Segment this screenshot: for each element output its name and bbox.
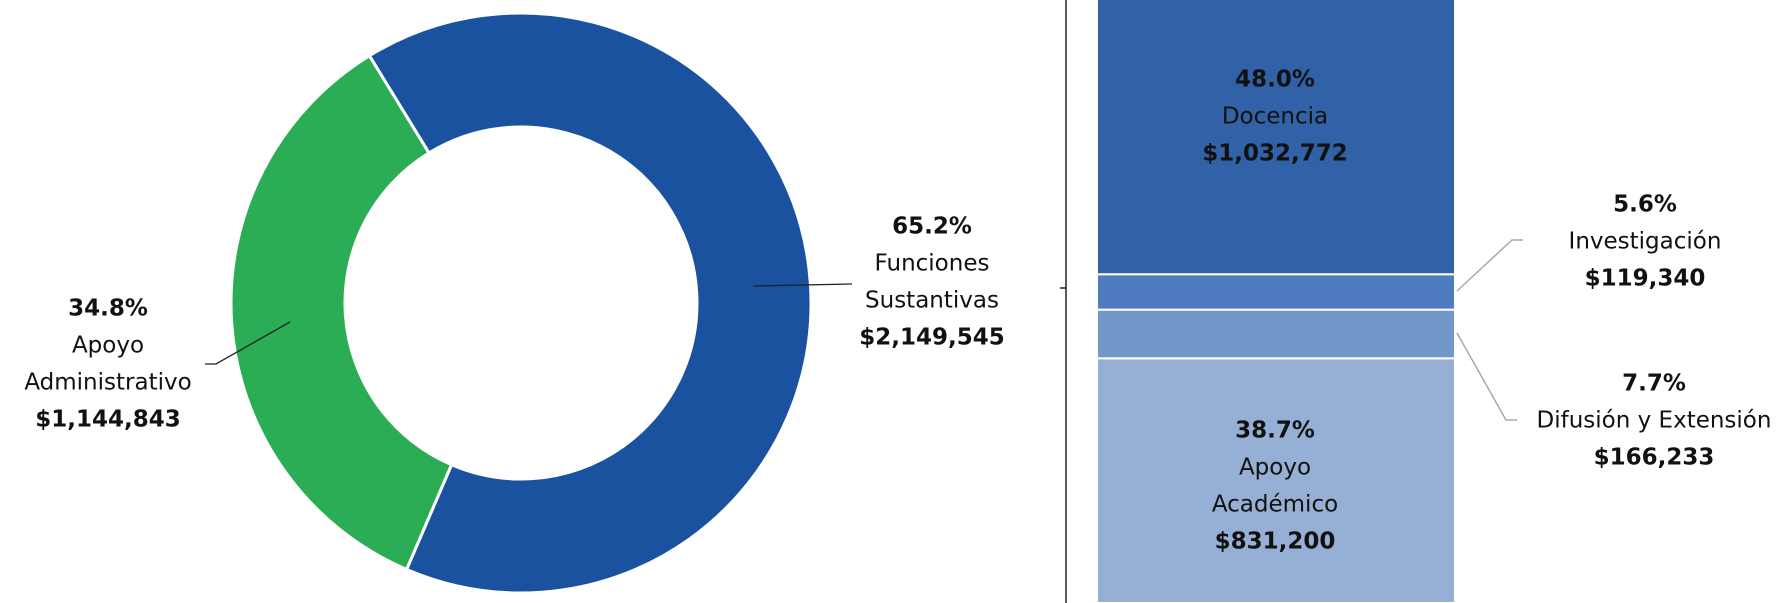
category-label: Sustantivas — [865, 288, 999, 314]
amount-label: $119,340 — [1585, 266, 1706, 292]
donut-slice — [229, 53, 454, 572]
value-label: 34.8% — [68, 296, 148, 322]
category-label: Apoyo — [1239, 455, 1311, 481]
donut-slice — [367, 11, 813, 595]
leader-line — [752, 283, 853, 287]
value-label: 48.0% — [1235, 67, 1315, 93]
leader-line — [1456, 239, 1523, 292]
category-label: Investigación — [1569, 229, 1722, 255]
amount-label: $2,149,545 — [859, 325, 1005, 351]
category-label: Académico — [1212, 492, 1338, 518]
category-label: Apoyo — [72, 333, 144, 359]
amount-label: $1,144,843 — [35, 407, 181, 433]
category-label: Administrativo — [24, 370, 191, 396]
bar-segment — [1096, 308, 1456, 360]
category-label: Difusión y Extensión — [1537, 408, 1772, 434]
leader-line — [1456, 332, 1517, 421]
amount-label: $166,233 — [1594, 445, 1715, 471]
bar-segment — [1096, 357, 1456, 603]
leader-line — [205, 321, 291, 365]
value-label: 38.7% — [1235, 418, 1315, 444]
bar-segment — [1096, 273, 1456, 311]
bar-segment — [1096, 0, 1456, 276]
amount-label: $831,200 — [1215, 529, 1336, 555]
value-label: 5.6% — [1613, 192, 1677, 218]
value-label: 7.7% — [1622, 371, 1686, 397]
value-label: 65.2% — [892, 214, 972, 240]
category-label: Funciones — [875, 251, 990, 277]
amount-label: $1,032,772 — [1202, 141, 1348, 167]
category-label: Docencia — [1222, 104, 1328, 130]
